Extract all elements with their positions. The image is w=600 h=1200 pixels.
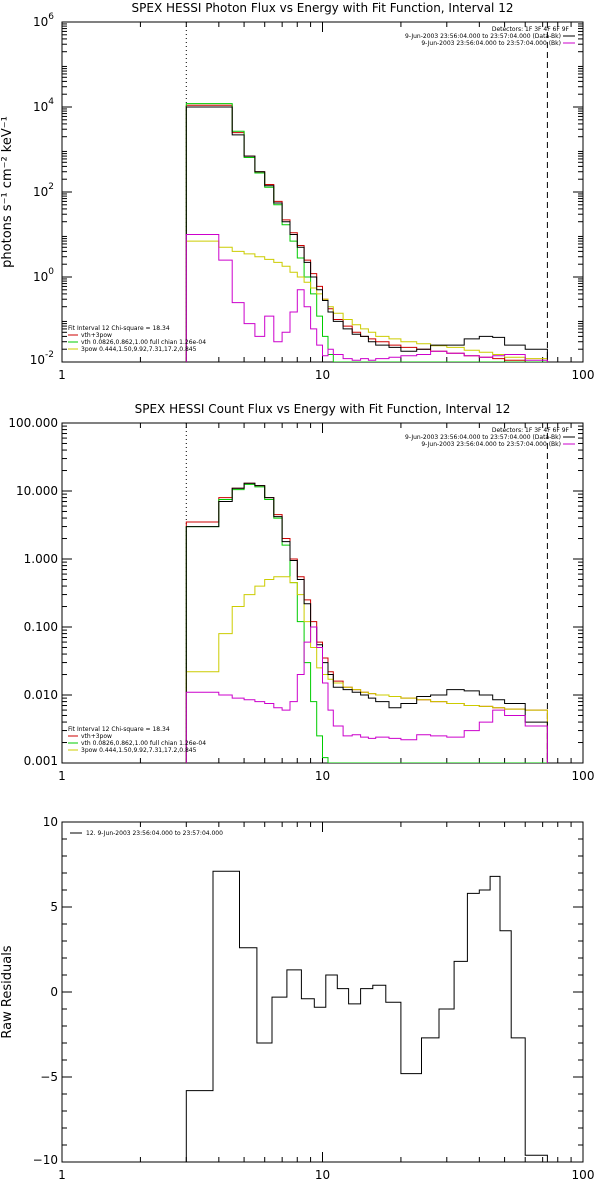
y-tick-label: −10 [33,1153,58,1167]
plot-frame [61,21,584,363]
y-tick-label: 0.100 [24,620,58,634]
series-line-2 [185,103,548,362]
x-tick-label: 1 [58,368,66,382]
x-tick-label: 100 [572,769,595,783]
y-tick-exponent: 2 [48,182,54,192]
legend-entry: vth+3pow [81,733,112,740]
y-tick-label: 5 [50,900,58,914]
legend-bottom-header: Fit Interval 12 Chi-square = 18.34 [68,325,170,332]
y-tick-base: 10 [33,15,48,29]
y-tick-exponent: -2 [45,350,54,360]
x-tick-label: 10 [315,769,330,783]
y-tick-label: 106 [33,12,54,29]
legend-entry: 9-Jun-2003 23:56:04.000 to 23:57:04.000 … [421,441,561,448]
series-line-1 [185,870,548,1162]
y-tick-label: 1.000 [24,552,58,566]
y-axis-label: photons s⁻¹ cm⁻² keV⁻¹ [0,116,15,268]
y-tick-label: −5 [40,1070,58,1084]
legend-top-header: Detectors: 1F 3F 4F 6F 9F [492,427,570,434]
y-axis-label: Raw Residuals [0,945,15,1038]
series-line-3 [185,240,548,362]
x-tick-label: 100 [572,368,595,382]
y-tick-label: 10-2 [30,350,54,367]
chart-panel-3: Raw Residuals 1 10 100 10 5 0 −5 −10 12. 9-Jun-20… [0,815,594,1182]
series-line-5 [185,234,548,362]
y-tick-label: 104 [33,97,54,114]
y-tick-label: 0 [50,985,58,999]
x-tick-label: 1 [58,1168,66,1182]
legend-entry: vth 0.0826,0.862,1.00 full chian 1.26e-0… [81,339,206,346]
legend-bottom-header: Fit Interval 12 Chi-square = 18.34 [68,726,170,733]
legend-entry: 12. 9-Jun-2003 23:56:04.000 to 23:57:04.… [86,830,223,837]
y-tick-exponent: 0 [48,267,54,277]
x-tick-label: 10 [315,368,330,382]
series-line-4 [185,106,548,362]
series-line-4 [185,482,548,763]
chart-panel-1: SPEX HESSI Photon Flux vs Energy with Fi… [0,1,594,382]
y-tick-label: 10.000 [16,484,58,498]
y-tick-exponent: 4 [48,97,54,107]
y-tick-label: 102 [33,182,54,199]
legend-entry: 9-Jun-2003 23:56:04.000 to 23:57:04.000 … [405,434,561,441]
y-tick-label: 0.001 [24,754,58,768]
legend-entry: 3pow 0.444,1.50,9.92,7.31,17.2,0.845 [81,346,197,353]
series-line-5 [185,626,548,763]
x-tick-label: 100 [572,1168,595,1182]
chart-title: SPEX HESSI Photon Flux vs Energy with Fi… [132,1,514,15]
legend-entry: 9-Jun-2003 23:56:04.000 to 23:57:04.000 … [405,33,561,40]
chart-panel-2: SPEX HESSI Count Flux vs Energy with Fit… [8,402,594,783]
y-tick-base: 10 [33,270,48,284]
plot-frame [61,821,584,1163]
legend-entry: vth 0.0826,0.862,1.00 full chian 1.26e-0… [81,740,206,747]
series-line-1 [185,482,548,763]
x-tick-label: 1 [58,769,66,783]
y-tick-label: 10 [43,815,58,829]
y-tick-label: 100 [33,267,54,284]
legend-entry: 9-Jun-2003 23:56:04.000 to 23:57:04.000 … [421,40,561,47]
y-tick-base: 10 [30,353,45,367]
y-tick-label: 100.000 [8,416,58,430]
y-tick-label: 0.010 [24,688,58,702]
series-line-1 [185,104,548,362]
series-line-3 [185,576,548,763]
legend-top-header: Detectors: 1F 3F 4F 6F 9F [492,26,570,33]
chart-title: SPEX HESSI Count Flux vs Energy with Fit… [135,402,511,416]
y-tick-exponent: 6 [48,12,54,22]
series-line-2 [185,483,548,763]
y-tick-base: 10 [33,185,48,199]
y-tick-base: 10 [33,100,48,114]
legend-entry: vth+3pow [81,332,112,339]
legend-entry: 3pow 0.444,1.50,9.92,7.31,17.2,0.845 [81,747,197,754]
x-tick-label: 10 [315,1168,330,1182]
